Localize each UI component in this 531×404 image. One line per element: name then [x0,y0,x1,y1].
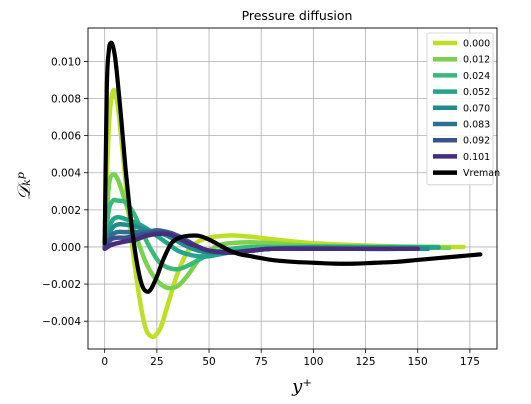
legend-label: 0.052 [463,87,490,98]
legend-label: 0.083 [463,120,490,131]
y-tick-label: 0.006 [51,131,81,143]
x-tick-label: 25 [150,356,163,368]
y-tick-label: 0.008 [51,94,81,106]
plot-frame [87,27,498,350]
y-tick-label: 0.000 [51,242,81,254]
legend-label: 0.070 [463,103,490,114]
legend-label: 0.024 [463,71,490,82]
legend-label: 0.000 [463,39,490,50]
x-tick-label: 150 [408,356,428,368]
x-tick-label: 50 [202,356,215,368]
series-line-0-000 [102,87,466,340]
series-line-vreman [102,40,483,294]
legend-label: 0.101 [463,152,490,163]
x-axis-label: y⁺ [291,376,312,397]
y-tick-label: −0.004 [42,316,81,328]
x-tick-label: 75 [255,356,268,368]
legend-label: Vreman [463,168,500,179]
legend: 0.000 0.012 0.024 0.052 0.070 0.083 0.092 0.101… [426,32,500,186]
chart-title: Pressure diffusion [242,8,353,23]
y-tick-label: 0.010 [51,56,81,68]
series-line-0-101 [102,231,420,255]
series-layer [102,40,483,340]
x-tick-label: 0 [101,356,108,368]
x-tick-label: 100 [303,356,323,368]
y-axis-label: 𝒟ₖᵖ [14,172,35,200]
x-tick-label: 175 [460,356,480,368]
y-tick-label: −0.002 [42,279,81,291]
x-tick-label: 125 [356,356,376,368]
legend-box [426,32,494,186]
y-tick-label: 0.004 [51,168,81,180]
legend-label: 0.092 [463,136,490,147]
legend-label: 0.012 [463,55,490,66]
y-tick-label: 0.002 [51,205,81,217]
ticks: 0 25 50 75 100 125 150 175 −0.004 −0.002 0.000 0.00… [42,56,480,368]
